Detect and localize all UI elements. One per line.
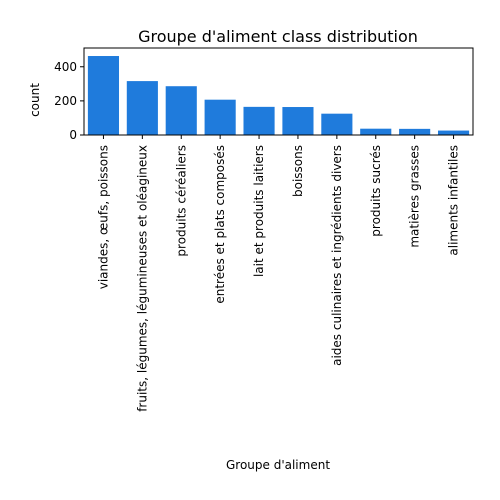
bar-5 bbox=[282, 107, 314, 135]
x-tick-label-6: aides culinaires et ingrédients divers bbox=[330, 145, 344, 366]
x-tick-label-1: fruits, légumes, légumineuses et oléagin… bbox=[135, 145, 149, 412]
x-tick-label-2: produits céréaliers bbox=[174, 145, 188, 257]
bar-0 bbox=[87, 56, 120, 135]
bar-3 bbox=[204, 99, 236, 135]
chart-title: Groupe d'aliment class distribution bbox=[138, 27, 418, 46]
y-tick-label-2: 400 bbox=[54, 60, 77, 74]
plot-frame bbox=[83, 47, 474, 136]
x-axis: viandes, œufs, poissons fruits, légumes, … bbox=[96, 135, 461, 412]
bar-7 bbox=[360, 128, 392, 135]
y-tick-label-0: 0 bbox=[69, 128, 77, 142]
bars-group bbox=[87, 56, 470, 135]
x-tick-label-9: aliments infantiles bbox=[447, 145, 461, 256]
bar-6 bbox=[321, 113, 353, 135]
x-tick-label-3: entrées et plats composés bbox=[213, 145, 227, 304]
x-tick-label-4: lait et produits laitiers bbox=[252, 145, 266, 277]
x-tick-label-7: produits sucrés bbox=[369, 145, 383, 237]
x-tick-label-5: boissons bbox=[291, 145, 305, 197]
x-tick-label-8: matières grasses bbox=[408, 145, 422, 248]
bar-2 bbox=[165, 86, 197, 135]
bar-1 bbox=[126, 81, 158, 135]
y-tick-label-1: 200 bbox=[54, 94, 77, 108]
bar-4 bbox=[243, 106, 275, 135]
x-tick-label-0: viandes, œufs, poissons bbox=[96, 145, 110, 289]
bar-9 bbox=[437, 130, 470, 135]
bar-8 bbox=[399, 128, 431, 135]
y-axis: 0 200 400 bbox=[54, 60, 84, 142]
y-axis-label: count bbox=[28, 83, 42, 117]
x-axis-label: Groupe d'aliment bbox=[226, 458, 330, 472]
